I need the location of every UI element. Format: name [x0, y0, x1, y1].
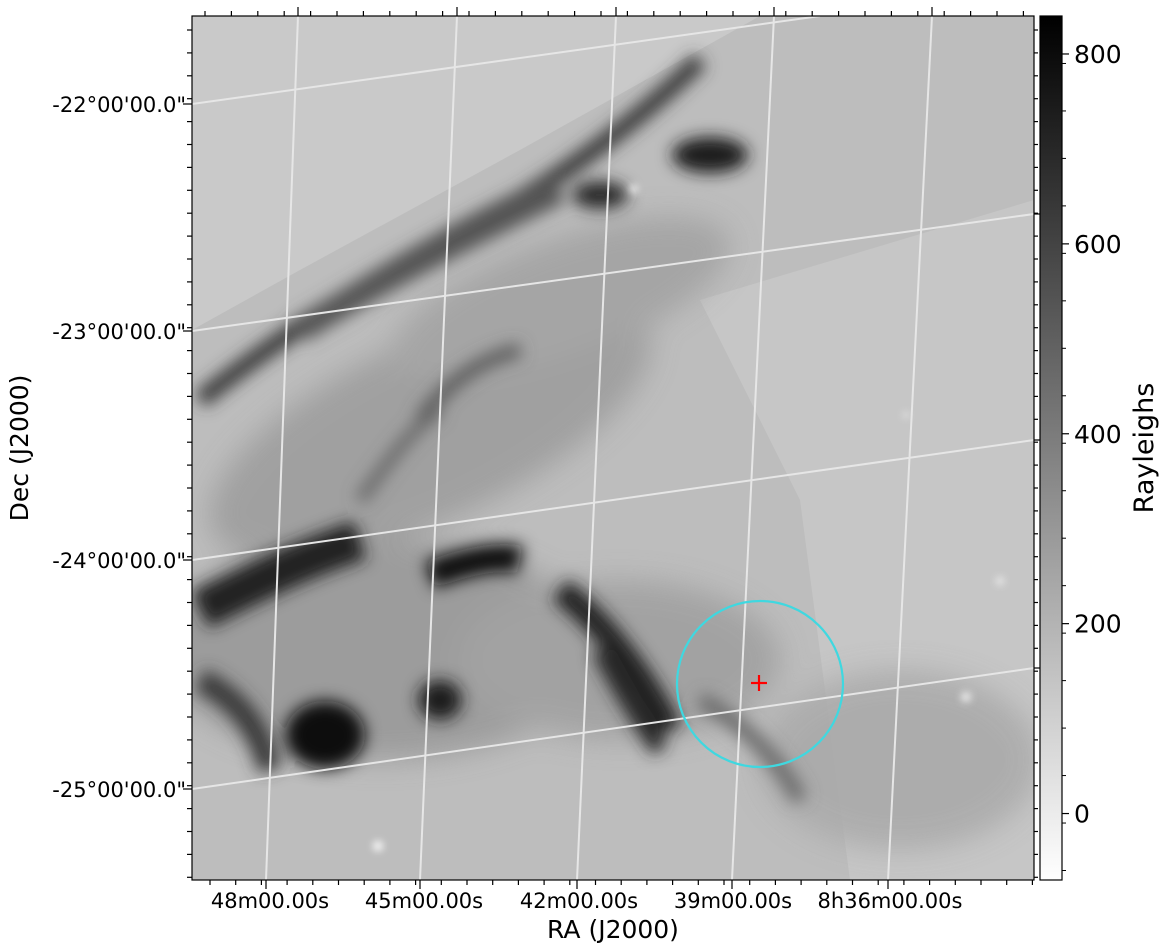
axis-tick-marks	[183, 7, 1042, 889]
ra-gridline-48m	[265, 16, 299, 880]
dec-gridline-minus24	[192, 439, 1034, 561]
colorbar-label: Rayleighs	[1129, 383, 1160, 514]
dec-gridline-minus23	[192, 213, 1034, 332]
ra-gridline-42m	[576, 16, 617, 880]
colorbar-tick-label: 600	[1074, 230, 1122, 259]
colorbar: 0 200 400 600 800 Rayleighs	[1039, 15, 1160, 881]
colorbar-gradient	[1039, 15, 1063, 881]
y-axis-title: Dec (J2000)	[5, 375, 34, 522]
ra-gridline-36m	[887, 16, 933, 880]
dec-gridline-minus25	[192, 667, 1034, 790]
ra-tick-label: 48m00.00s	[211, 889, 329, 913]
ra-tick-label: 39m00.00s	[674, 889, 792, 913]
ra-tick-label: 8h36m00.00s	[818, 889, 963, 913]
aperture-circle	[675, 599, 845, 769]
target-cross-marker	[751, 675, 767, 691]
dec-tick-label: -25°00'00.0"	[52, 778, 186, 802]
colorbar-ticks: 0 200 400 600 800	[1062, 40, 1122, 872]
dec-tick-label: -24°00'00.0"	[52, 549, 186, 573]
colorbar-tick-label: 200	[1074, 610, 1122, 639]
colorbar-tick-label: 0	[1074, 800, 1090, 829]
colorbar-tick-label: 800	[1074, 40, 1122, 69]
ra-gridline-39m	[731, 16, 775, 880]
colorbar-tick-label: 400	[1074, 420, 1122, 449]
x-axis-title: RA (J2000)	[547, 915, 679, 944]
dec-tick-label: -22°00'00.0"	[52, 93, 186, 117]
ra-tick-label: 42m00.00s	[520, 889, 638, 913]
ra-gridline-45m	[419, 16, 458, 880]
ra-tick-labels: 48m00.00s 45m00.00s 42m00.00s 39m00.00s …	[211, 889, 963, 913]
image-frame	[191, 15, 1035, 881]
dec-tick-labels: -22°00'00.0" -23°00'00.0" -24°00'00.0" -…	[52, 93, 186, 802]
dec-tick-label: -23°00'00.0"	[52, 320, 186, 344]
dec-gridline-minus22	[192, 16, 821, 105]
ra-tick-label: 45m00.00s	[365, 889, 483, 913]
coordinate-grid	[192, 16, 1034, 880]
intensity-image	[192, 16, 1034, 880]
